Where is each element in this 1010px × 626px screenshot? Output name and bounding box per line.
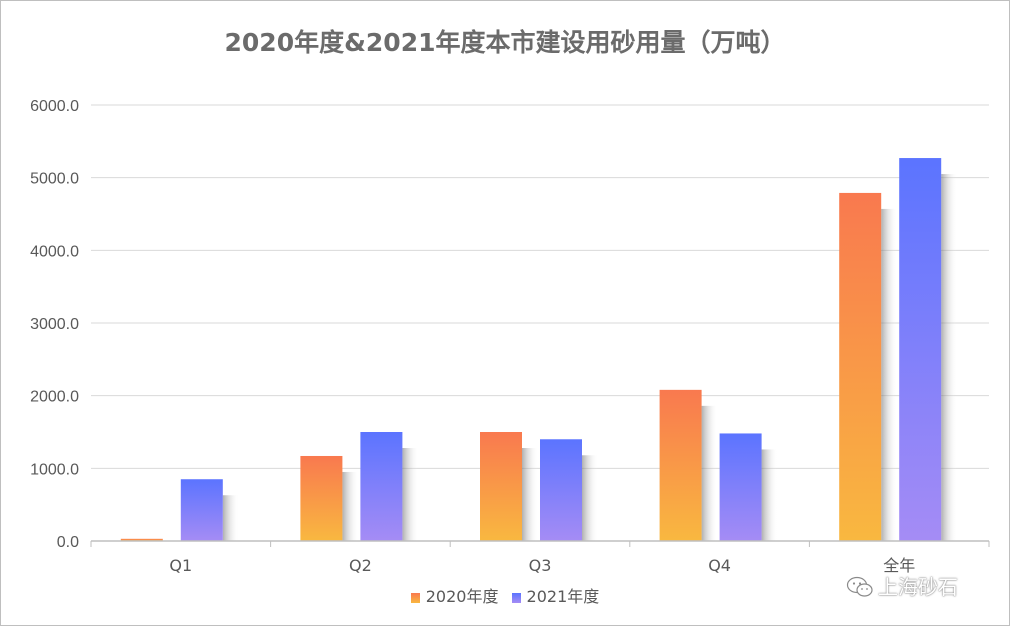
x-tick-label: Q2 xyxy=(349,556,372,575)
bar-2021年度-Q3 xyxy=(540,439,582,541)
bar-2021年度-全年 xyxy=(899,158,942,541)
legend-label-2020: 2020年度 xyxy=(425,587,499,606)
y-tick-label: 4000.0 xyxy=(30,243,79,260)
bar-2020年度-Q1 xyxy=(120,538,163,541)
x-axis xyxy=(90,540,990,547)
legend-swatch-2021 xyxy=(511,593,521,603)
x-tick-label: Q1 xyxy=(169,556,192,575)
y-tick-label: 6000.0 xyxy=(30,98,79,115)
legend-label-2021: 2021年度 xyxy=(526,587,600,606)
bar-2021年度-Q2 xyxy=(360,432,403,541)
gridlines xyxy=(91,104,989,469)
bar-shadow xyxy=(701,405,718,541)
bar-2020年度-Q3 xyxy=(480,432,522,541)
bar-shadow xyxy=(342,471,359,541)
bar-2020年度-Q4 xyxy=(659,389,702,541)
bar-shadow xyxy=(222,495,239,541)
bar-2021年度-Q1 xyxy=(180,479,223,541)
bar-2020年度-Q2 xyxy=(300,455,343,541)
watermark-text: 上海砂石 xyxy=(878,575,958,599)
legend-swatch-2020 xyxy=(410,593,420,603)
bar-shadow xyxy=(522,448,538,541)
y-tick-label: 2000.0 xyxy=(30,389,79,406)
bar-shadow xyxy=(402,448,419,541)
bar-2021年度-Q4 xyxy=(719,433,762,541)
y-tick-label: 5000.0 xyxy=(30,171,79,188)
bar-2020年度-全年 xyxy=(839,192,882,541)
bar-shadows xyxy=(222,174,958,541)
y-axis-ticks: 0.0 1000.0 2000.0 3000.0 4000.0 5000.0 6000.0 xyxy=(30,98,79,551)
x-tick-label: 全年 xyxy=(883,556,915,575)
legend-item-2020: 2020年度 xyxy=(410,583,499,607)
x-tick-label: Q4 xyxy=(708,556,731,575)
y-tick-label: 0.0 xyxy=(57,534,79,551)
bar-shadow xyxy=(582,455,598,541)
legend-item-2021: 2021年度 xyxy=(511,583,600,607)
legend: 2020年度 2021年度 xyxy=(1,583,1009,607)
watermark: 上海砂石 xyxy=(846,571,958,601)
y-tick-label: 3000.0 xyxy=(30,316,79,333)
bar-shadow xyxy=(761,449,778,541)
x-tick-label: Q3 xyxy=(529,556,552,575)
bar-shadow xyxy=(941,174,958,541)
bars xyxy=(120,158,942,541)
chart-title: 2020年度&2021年度本市建设用砂用量（万吨） xyxy=(224,28,786,57)
y-tick-label: 1000.0 xyxy=(30,461,79,478)
wechat-icon xyxy=(846,576,873,597)
bar-shadow xyxy=(881,208,898,541)
x-axis-ticks: Q1 Q2 Q3 Q4 全年 xyxy=(169,556,915,575)
